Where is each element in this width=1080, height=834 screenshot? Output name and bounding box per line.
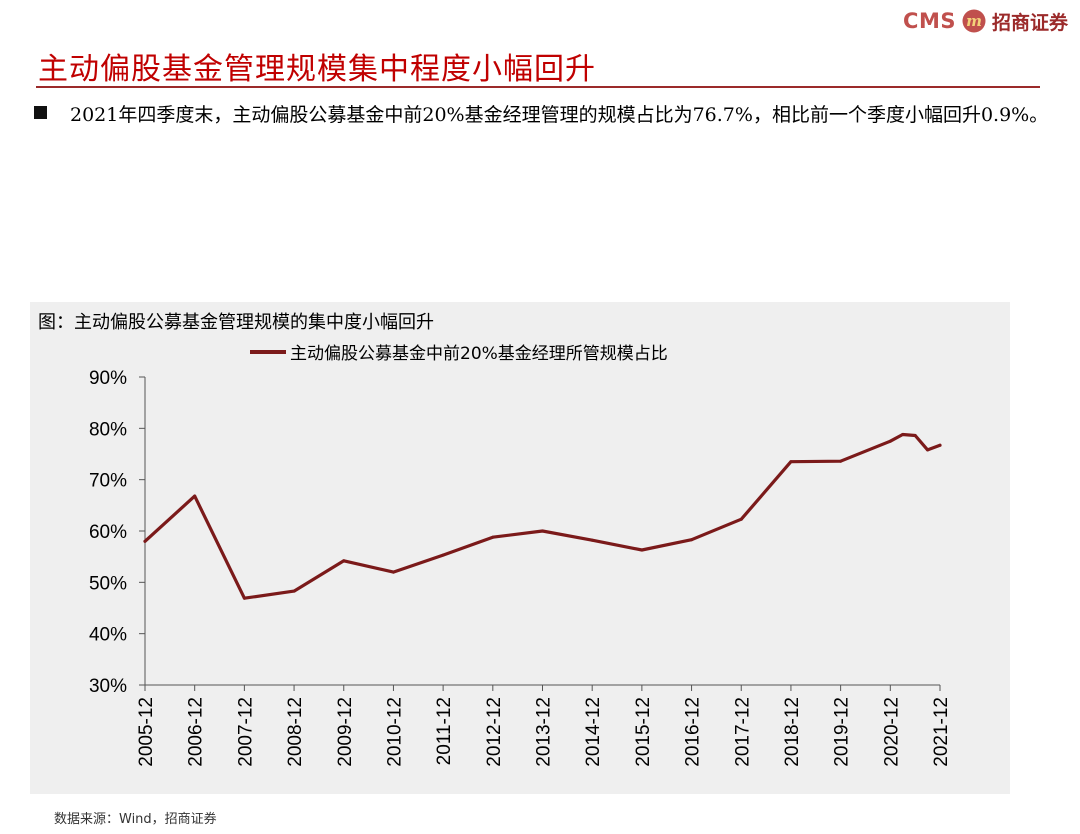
- x-tick-label: 2008-12: [285, 697, 306, 767]
- y-tick-label: 80%: [89, 419, 127, 440]
- y-tick-label: 60%: [89, 522, 127, 543]
- legend-label: 主动偏股公募基金中前20%基金经理所管规模占比: [290, 344, 668, 364]
- y-tick-label: 90%: [89, 368, 127, 389]
- data-point: [541, 529, 544, 533]
- y-tick-label: 30%: [89, 676, 127, 697]
- data-point: [590, 538, 594, 542]
- brand-header: CMS m 招商证券: [903, 6, 1068, 36]
- data-point: [143, 539, 147, 543]
- data-point: [491, 535, 495, 539]
- data-point: [441, 553, 445, 557]
- page-title: 主动偏股基金管理规模集中程度小幅回升: [38, 52, 596, 87]
- x-tick-label: 2010-12: [384, 697, 405, 767]
- x-tick-label: 2014-12: [583, 697, 604, 767]
- x-tick-label: 2011-12: [434, 697, 455, 765]
- data-point: [926, 448, 930, 452]
- chart-title: 图：主动偏股公募基金管理规模的集中度小幅回升: [38, 312, 434, 333]
- data-point: [391, 570, 395, 574]
- data-point: [640, 548, 644, 552]
- data-point: [193, 494, 197, 498]
- series-line: [143, 432, 942, 600]
- cms-logo-icon: m: [962, 9, 986, 33]
- chart-legend: 主动偏股公募基金中前20%基金经理所管规模占比: [250, 339, 668, 364]
- x-tick-label: 2007-12: [235, 697, 256, 767]
- x-tick-label: 2012-12: [484, 697, 505, 767]
- x-tick-label: 2013-12: [534, 697, 555, 767]
- data-point: [913, 434, 917, 437]
- data-point: [938, 443, 942, 447]
- x-tick-label: 2006-12: [186, 697, 207, 767]
- x-tick-label: 2021-12: [931, 697, 952, 767]
- x-tick-label: 2020-12: [881, 697, 902, 767]
- svg-text:m: m: [966, 12, 982, 30]
- x-tick-label: 2015-12: [633, 697, 654, 767]
- source-note: 数据来源：Wind，招商证券: [54, 812, 217, 827]
- bullet-text: 2021年四季度末，主动偏股公募基金中前20%基金经理管理的规模占比为76.7%…: [70, 104, 1049, 126]
- x-tick-label: 2016-12: [683, 697, 704, 767]
- brand-name: 招商证券: [991, 11, 1068, 34]
- data-point: [292, 589, 296, 593]
- data-point: [342, 559, 346, 563]
- data-point: [242, 596, 246, 600]
- x-tick-label: 2018-12: [782, 697, 803, 767]
- x-tick-label: 2009-12: [335, 697, 356, 767]
- y-tick-label: 40%: [89, 625, 127, 646]
- x-tick-label: 2005-12: [136, 697, 157, 767]
- y-tick-label: 70%: [89, 471, 127, 492]
- bullet-square-icon: [34, 106, 47, 119]
- data-point: [901, 433, 905, 436]
- data-point: [888, 439, 892, 443]
- data-point: [839, 459, 843, 463]
- y-tick-label: 50%: [89, 573, 127, 594]
- data-point: [789, 460, 793, 464]
- chart-panel: [30, 302, 1010, 794]
- title-divider: [36, 86, 1040, 88]
- legend-swatch: [250, 349, 286, 354]
- data-point: [739, 517, 743, 521]
- brand-cms-text: CMS: [903, 9, 956, 33]
- data-point: [690, 538, 694, 542]
- x-tick-label: 2017-12: [732, 697, 753, 767]
- x-tick-label: 2019-12: [832, 697, 853, 767]
